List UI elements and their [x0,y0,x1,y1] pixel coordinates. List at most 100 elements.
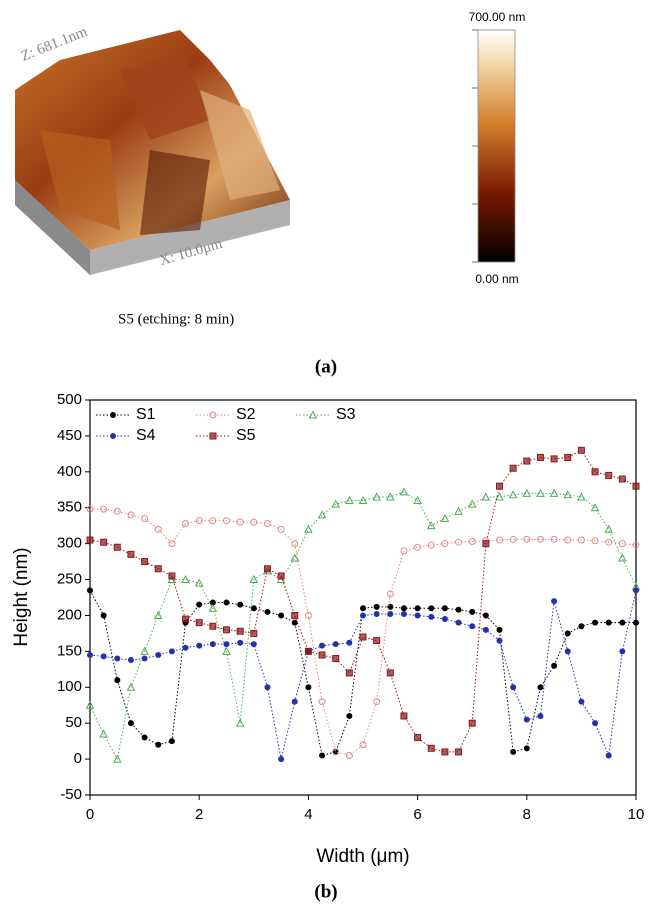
colorbar-min: 0.00 nm [475,272,518,286]
marker [319,752,326,759]
marker [209,599,216,606]
marker [386,669,394,677]
y-axis-label: Height (nm) [11,547,32,646]
marker [304,647,312,655]
y-tick-label: 300 [57,535,82,552]
marker [523,535,531,543]
marker [182,644,189,651]
marker [455,538,463,546]
marker [168,738,175,745]
marker [468,719,476,727]
marker [510,748,517,755]
marker [413,495,422,505]
marker [455,606,462,613]
marker [590,503,600,512]
marker [578,698,585,705]
marker [291,611,299,619]
marker [441,616,448,623]
marker [291,619,298,626]
marker [85,700,95,709]
marker [112,754,122,763]
marker [100,538,108,546]
colorbar-ticks [472,29,478,263]
marker [523,457,531,465]
x-tick-label: 8 [523,806,531,823]
marker [208,603,218,612]
marker [469,608,476,615]
marker [578,623,585,630]
marker [236,518,244,526]
marker [373,637,381,645]
marker [249,574,259,584]
marker [467,499,477,508]
marker [496,482,503,490]
marker [127,550,135,558]
marker [154,525,162,533]
marker [332,641,339,648]
marker [250,605,257,612]
marker [127,656,134,663]
marker [209,411,217,419]
marker [264,608,271,615]
plot-frame [89,399,637,796]
marker [618,553,627,562]
y-tick-label: 450 [57,427,82,444]
marker [154,565,162,573]
marker [345,495,354,505]
marker [209,432,217,440]
marker [114,655,121,662]
marker [523,745,530,752]
x-axis-label: Width (μm) [316,846,409,867]
marker [195,517,203,525]
marker [632,541,640,549]
marker [182,615,190,623]
y-tick-label: 400 [57,463,82,480]
marker [619,619,626,626]
marker [250,629,258,637]
marker [577,446,585,454]
marker [455,748,463,756]
marker [441,605,448,612]
marker [495,492,504,501]
marker [318,698,326,706]
marker [537,713,544,719]
series [86,505,640,759]
marker [318,651,326,659]
marker [332,655,340,663]
marker [346,713,353,719]
marker [523,716,530,723]
series-line [89,590,637,760]
marker [400,547,408,555]
marker [373,611,380,618]
marker [550,535,558,543]
marker [632,482,640,490]
series [86,446,640,756]
marker [454,506,463,515]
marker [481,492,491,501]
y-tick-label: 150 [57,642,82,659]
marker [551,662,558,669]
marker [441,540,449,548]
marker [290,553,300,562]
marker [86,505,94,513]
marker [278,756,285,763]
marker [345,669,353,677]
marker [141,655,148,662]
afm-image [15,30,290,275]
marker [605,752,612,759]
marker [359,633,367,641]
colorbar-max: 700.00 nm [469,10,526,24]
marker [400,611,407,618]
marker [250,518,258,526]
marker [619,648,626,655]
marker [209,641,216,648]
marker [496,626,503,633]
legend-label: S3 [336,406,356,423]
marker [331,499,341,508]
marker [87,651,93,658]
x-tick-label: 4 [304,806,312,823]
colorbar [477,29,516,263]
marker [127,720,134,727]
marker [305,684,312,691]
